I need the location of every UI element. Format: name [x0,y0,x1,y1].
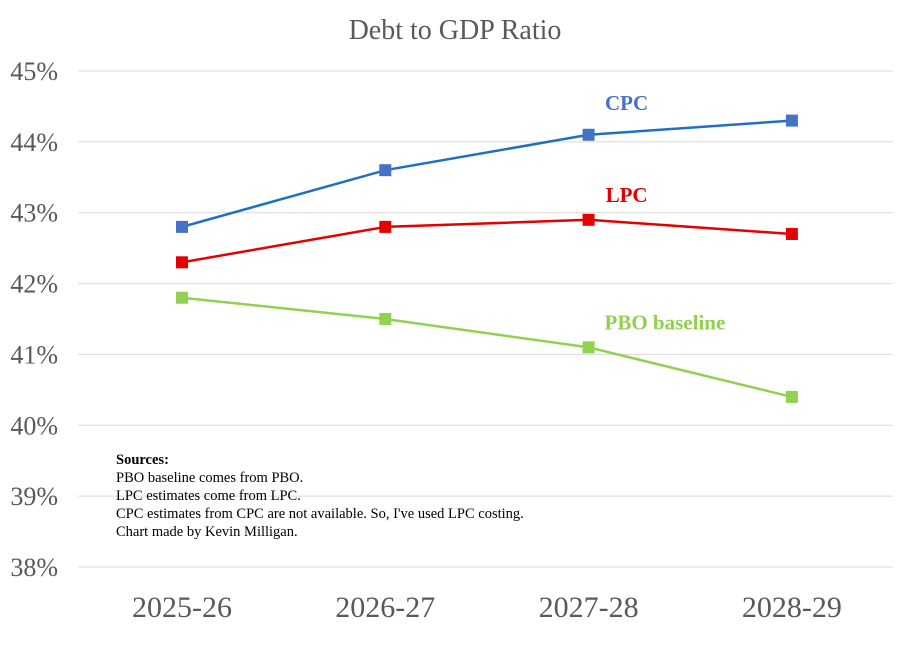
data-point-cpc [379,164,392,177]
data-point-lpc [379,220,392,233]
y-tick-label: 41% [10,340,58,369]
x-tick-label: 2028-29 [742,591,842,624]
sources-line: PBO baseline comes from PBO. [116,470,304,486]
series-label-pbo-baseline: PBO baseline [605,311,726,335]
sources-heading: Sources: [116,452,169,468]
sources-line: Chart made by Kevin Milligan. [116,524,298,540]
data-point-cpc [176,220,188,233]
series-label-lpc: LPC [606,183,648,207]
data-point-lpc [582,213,595,226]
y-tick-label: 40% [10,411,58,440]
data-point-pbo-baseline [785,390,798,403]
sources-line: LPC estimates come from LPC. [116,488,301,504]
data-point-pbo-baseline [176,291,188,304]
y-tick-label: 38% [10,553,58,582]
sources-annotation: Sources: PBO baseline comes from PBO. LP… [116,451,524,541]
y-tick-label: 39% [10,482,58,511]
data-point-lpc [176,256,188,269]
series-line-cpc [181,119,792,229]
data-point-cpc [785,114,798,127]
series-line-lpc [181,218,792,264]
series-label-cpc: CPC [605,91,648,115]
x-tick-label: 2025-26 [132,591,232,624]
chart-title: Debt to GDP Ratio [349,15,562,46]
sources-line: CPC estimates from CPC are not available… [116,506,524,522]
y-tick-label: 44% [10,128,58,157]
data-point-pbo-baseline [582,341,595,354]
data-point-cpc [582,128,595,141]
series-line-pbo-baseline [181,296,793,399]
data-point-pbo-baseline [379,313,392,325]
data-point-lpc [785,227,798,240]
y-tick-label: 43% [10,199,58,228]
x-tick-label: 2026-27 [335,591,435,624]
y-tick-label: 45% [10,57,58,86]
y-tick-label: 42% [10,270,58,299]
x-tick-label: 2027-28 [539,591,639,624]
